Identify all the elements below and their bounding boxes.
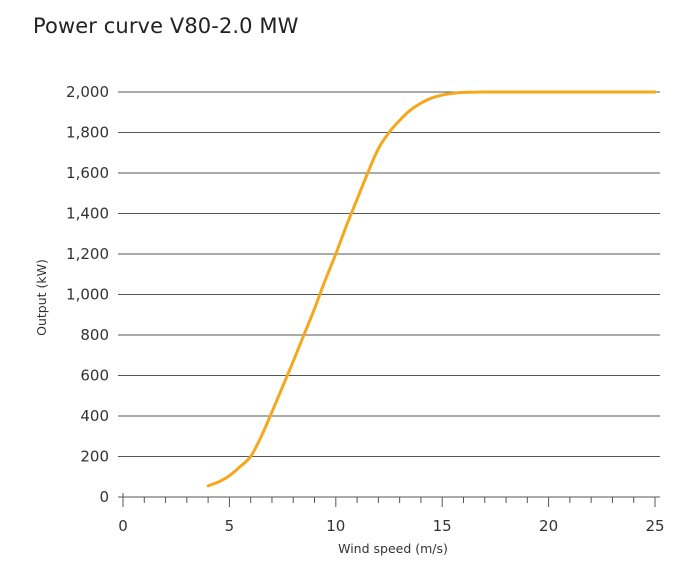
x-axis <box>122 493 660 507</box>
y-tick-label: 2,000 <box>66 83 109 101</box>
y-tick-label: 0 <box>99 488 109 506</box>
y-tick-label: 200 <box>80 448 109 466</box>
y-tick-label: 400 <box>80 407 109 425</box>
x-axis-title: Wind speed (m/s) <box>338 541 448 556</box>
x-tick-label: 20 <box>539 517 558 535</box>
x-tick-label: 0 <box>118 517 128 535</box>
y-axis-title: Output (kW) <box>34 259 49 336</box>
gridlines <box>118 91 660 498</box>
x-tick-label: 15 <box>433 517 452 535</box>
tick-labels: 02004006008001,0001,2001,4001,6001,8002,… <box>66 83 665 535</box>
chart-title: Power curve V80-2.0 MW <box>33 14 299 38</box>
x-tick-label: 5 <box>225 517 235 535</box>
x-tick-label: 10 <box>326 517 345 535</box>
power-curve-line <box>206 90 657 488</box>
y-tick-label: 800 <box>80 326 109 344</box>
y-tick-label: 1,200 <box>66 245 109 263</box>
y-tick-label: 600 <box>80 367 109 385</box>
y-tick-label: 1,000 <box>66 286 109 304</box>
y-tick-label: 1,400 <box>66 205 109 223</box>
y-tick-label: 1,600 <box>66 164 109 182</box>
x-tick-label: 25 <box>645 517 664 535</box>
series <box>206 90 657 488</box>
y-tick-label: 1,800 <box>66 124 109 142</box>
